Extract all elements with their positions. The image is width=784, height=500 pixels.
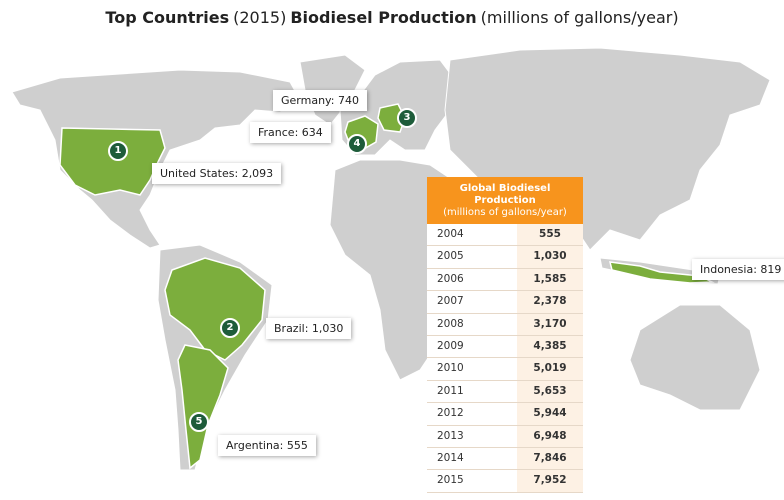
value-cell: 3,170 — [517, 313, 583, 335]
brazil-shape — [164, 257, 266, 361]
value-cell: 5,944 — [517, 403, 583, 425]
table-row: 2011 5,653 — [427, 380, 583, 404]
value-cell: 5,019 — [517, 358, 583, 380]
argentina-shape — [177, 344, 229, 470]
table-row: 2005 1,030 — [427, 246, 583, 269]
title-part: Biodiesel Production — [290, 8, 477, 27]
value-cell: 1,030 — [517, 246, 583, 268]
table-row: 2013 6,948 — [427, 425, 583, 448]
table-header-unit: (millions of gallons/year) — [443, 207, 567, 218]
year-cell: 2013 — [427, 425, 517, 447]
value-cell: 5,653 — [517, 380, 583, 403]
title-part: Top Countries — [105, 8, 230, 27]
rank-marker: 4 — [347, 134, 367, 154]
year-cell: 2004 — [427, 224, 517, 246]
table-row: 2015 7,952 — [427, 470, 583, 493]
table-row: 2006 1,585 — [427, 268, 583, 292]
year-cell: 2006 — [427, 268, 517, 291]
title-part: (2015) — [233, 8, 287, 27]
rank-marker: 5 — [189, 412, 209, 432]
country-label: United States: 2,093 — [152, 163, 282, 184]
usa-shape — [59, 127, 166, 196]
table-row: 2010 5,019 — [427, 358, 583, 381]
year-cell: 2007 — [427, 291, 517, 313]
value-cell: 7,846 — [517, 447, 583, 470]
country-label: Indonesia: 819 — [692, 259, 784, 280]
production-table: Global Biodiesel Production (millions of… — [427, 177, 583, 493]
rank-marker: 1 — [108, 141, 128, 161]
table-row: 2004 555 — [427, 224, 583, 247]
table-header: Global Biodiesel Production (millions of… — [427, 177, 583, 224]
year-cell: 2008 — [427, 313, 517, 335]
year-cell: 2010 — [427, 358, 517, 380]
title: Top Countries (2015) Biodiesel Production(… — [0, 8, 784, 27]
indonesia-shape — [609, 261, 715, 284]
year-cell: 2009 — [427, 335, 517, 358]
country-label: Argentina: 555 — [218, 435, 316, 456]
rank-marker: 3 — [397, 108, 417, 128]
value-cell: 555 — [517, 224, 583, 246]
table-row: 2008 3,170 — [427, 313, 583, 336]
table-row: 2009 4,385 — [427, 335, 583, 359]
value-cell: 1,585 — [517, 268, 583, 291]
table-row: 2007 2,378 — [427, 291, 583, 314]
table-row: 2012 5,944 — [427, 403, 583, 426]
value-cell: 4,385 — [517, 335, 583, 358]
table-row: 2014 7,846 — [427, 447, 583, 471]
country-label: Germany: 740 — [273, 90, 367, 111]
year-cell: 2005 — [427, 246, 517, 268]
rank-marker: 2 — [220, 318, 240, 338]
australia — [629, 304, 761, 411]
country-label: Brazil: 1,030 — [266, 318, 352, 339]
year-cell: 2012 — [427, 403, 517, 425]
value-cell: 7,952 — [517, 470, 583, 492]
year-cell: 2015 — [427, 470, 517, 492]
year-cell: 2011 — [427, 380, 517, 403]
title-part: (millions of gallons/year) — [480, 8, 679, 27]
value-cell: 2,378 — [517, 291, 583, 313]
year-cell: 2014 — [427, 447, 517, 470]
value-cell: 6,948 — [517, 425, 583, 447]
country-label: France: 634 — [250, 122, 331, 143]
table-header-title: Global Biodiesel Production — [459, 183, 551, 206]
